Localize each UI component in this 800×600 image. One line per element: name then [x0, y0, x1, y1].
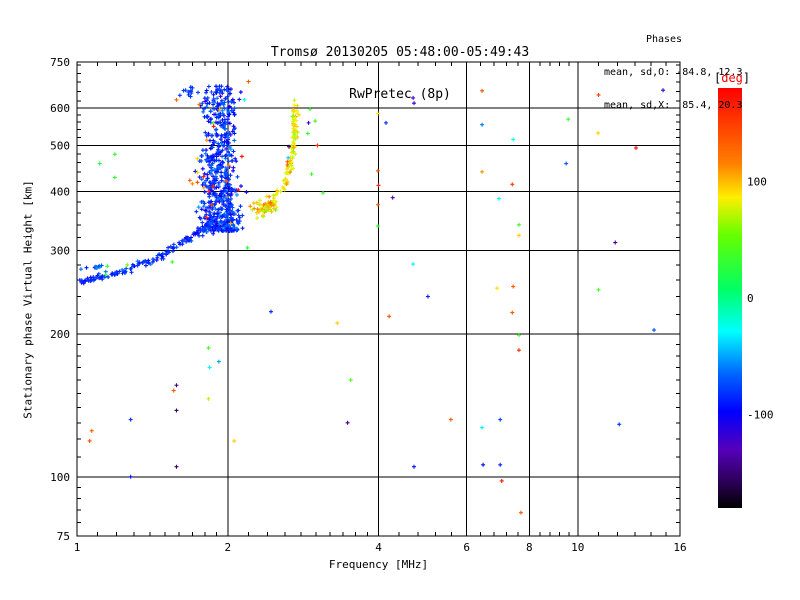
page-title: Tromsø 20130205 05:48:00-05:49:43 — [270, 45, 530, 60]
phases-o-mode-stats: mean, sd,O: -84.8, 12.3 — [604, 67, 743, 78]
grid-lines — [77, 62, 680, 536]
svg-text:-100: -100 — [747, 409, 774, 422]
x-axis-label: Frequency [MHz] — [328, 558, 429, 571]
title-block: Tromsø 20130205 05:48:00-05:49:43 RwPret… — [0, 18, 800, 130]
colorbar-gradient — [718, 88, 742, 508]
svg-text:10: 10 — [571, 541, 584, 554]
svg-text:500: 500 — [50, 139, 70, 152]
tick-labels: 1 2 4 6 8 10 16 75 100 200 300 400 500 600 750 — [50, 56, 687, 554]
colorbar: [deg] 100 0 -100 — [714, 71, 774, 508]
y-axis-label: Stationary phase Virtual Height [km] — [21, 180, 35, 419]
svg-text:100: 100 — [747, 175, 767, 188]
svg-text:1: 1 — [74, 541, 81, 554]
svg-text:0: 0 — [747, 292, 754, 305]
svg-text:300: 300 — [50, 245, 70, 258]
axis-ticks — [76, 61, 681, 537]
colorbar-unit-label: [deg] — [714, 71, 750, 85]
svg-text:400: 400 — [50, 185, 70, 198]
phases-legend: Phases mean, sd,O: -84.8, 12.3 mean, sd,… — [604, 12, 754, 133]
page-subtitle: RwPretec (8p) — [349, 87, 451, 102]
svg-text:100: 100 — [50, 471, 70, 484]
phases-legend-title: Phases — [645, 34, 683, 45]
svg-text:8: 8 — [526, 541, 533, 554]
svg-text:4: 4 — [375, 541, 382, 554]
svg-text:600: 600 — [50, 102, 70, 115]
phases-x-mode-stats: mean, sd,X: 85.4, 20.3 — [604, 100, 743, 111]
svg-text:2: 2 — [224, 541, 231, 554]
svg-text:6: 6 — [463, 541, 470, 554]
data-points — [77, 79, 666, 515]
svg-text:16: 16 — [673, 541, 686, 554]
svg-text:750: 750 — [50, 56, 70, 69]
svg-text:200: 200 — [50, 328, 70, 341]
svg-text:75: 75 — [57, 530, 70, 543]
